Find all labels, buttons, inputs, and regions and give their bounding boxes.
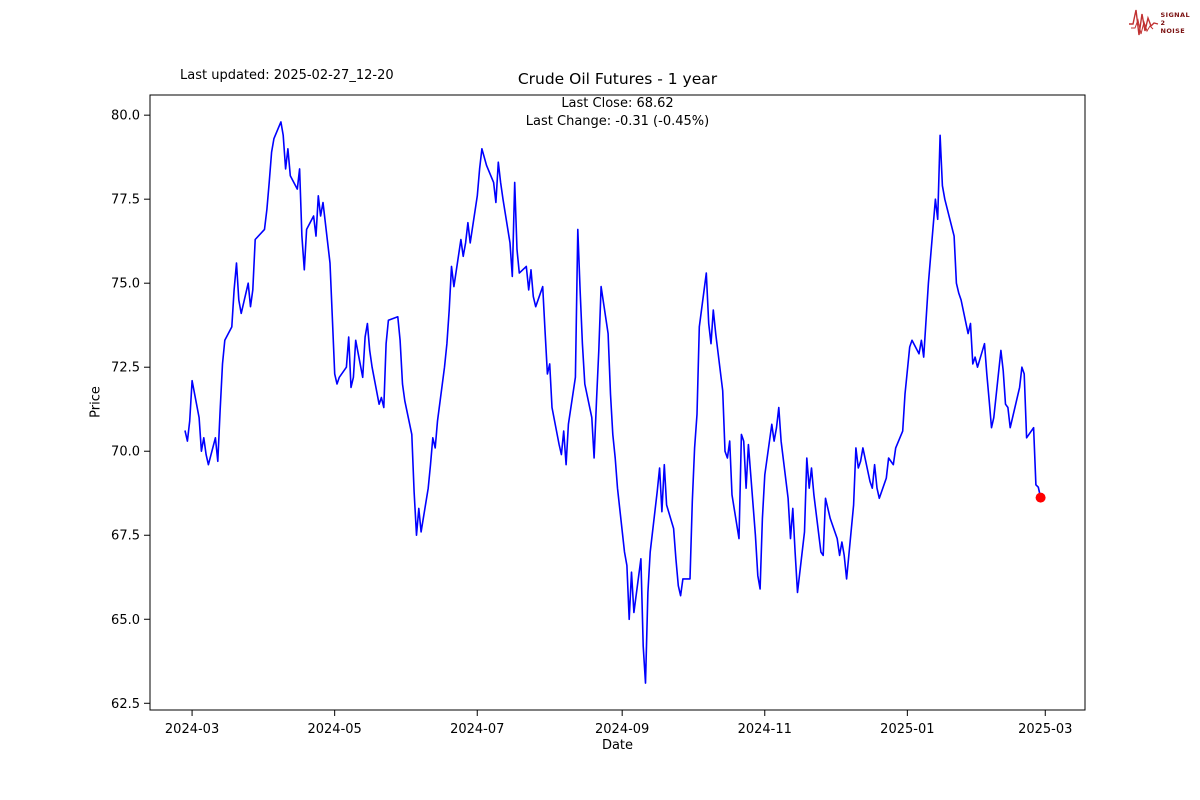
y-tick-label: 77.5 [111, 193, 140, 208]
x-tick-label: 2024-11 [738, 722, 792, 737]
x-axis-label: Date [601, 738, 634, 753]
logo-line-2: 2 [1160, 19, 1166, 27]
y-tick-label: 62.5 [111, 697, 140, 712]
waveform-icon [1128, 9, 1158, 36]
chart-subtitle: Last Close: 68.62 Last Change: -0.31 (-0… [150, 95, 1085, 131]
x-axis-ticks: 2024-03 2024-05 2024-07 2024-09 2024-11 2025-… [165, 710, 1072, 737]
last-close-text: Last Close: 68.62 [561, 96, 674, 111]
signal2noise-logo: SIGNAL 2 NOISE [1128, 4, 1190, 42]
x-tick-label: 2024-09 [595, 722, 649, 737]
last-updated-text: Last updated: 2025-02-27_12-20 [180, 68, 394, 83]
y-tick-label: 80.0 [111, 109, 140, 124]
y-tick-label: 72.5 [111, 361, 140, 376]
y-tick-label: 67.5 [111, 529, 140, 544]
x-tick-label: 2024-03 [165, 722, 219, 737]
x-tick-label: 2025-03 [1018, 722, 1072, 737]
logo-line-signal: SIGNAL [1160, 11, 1190, 19]
x-tick-label: 2024-05 [307, 722, 361, 737]
y-tick-label: 65.0 [111, 613, 140, 628]
y-axis-ticks: 62.5 65.0 67.5 70.0 72.5 75.0 77.5 80.0 [111, 109, 150, 712]
x-tick-label: 2025-01 [880, 722, 934, 737]
y-tick-label: 70.0 [111, 445, 140, 460]
chart-title: Crude Oil Futures - 1 year [517, 70, 718, 88]
last-price-marker [1035, 492, 1046, 503]
logo-line-noise: NOISE [1160, 27, 1186, 35]
y-tick-label: 75.0 [111, 277, 140, 292]
x-tick-label: 2024-07 [450, 722, 504, 737]
price-line-series [184, 121, 1042, 684]
last-change-text: Last Change: -0.31 (-0.45%) [525, 114, 710, 129]
plot-border [149, 94, 1086, 711]
logo-text: SIGNAL 2 NOISE [1161, 11, 1190, 35]
